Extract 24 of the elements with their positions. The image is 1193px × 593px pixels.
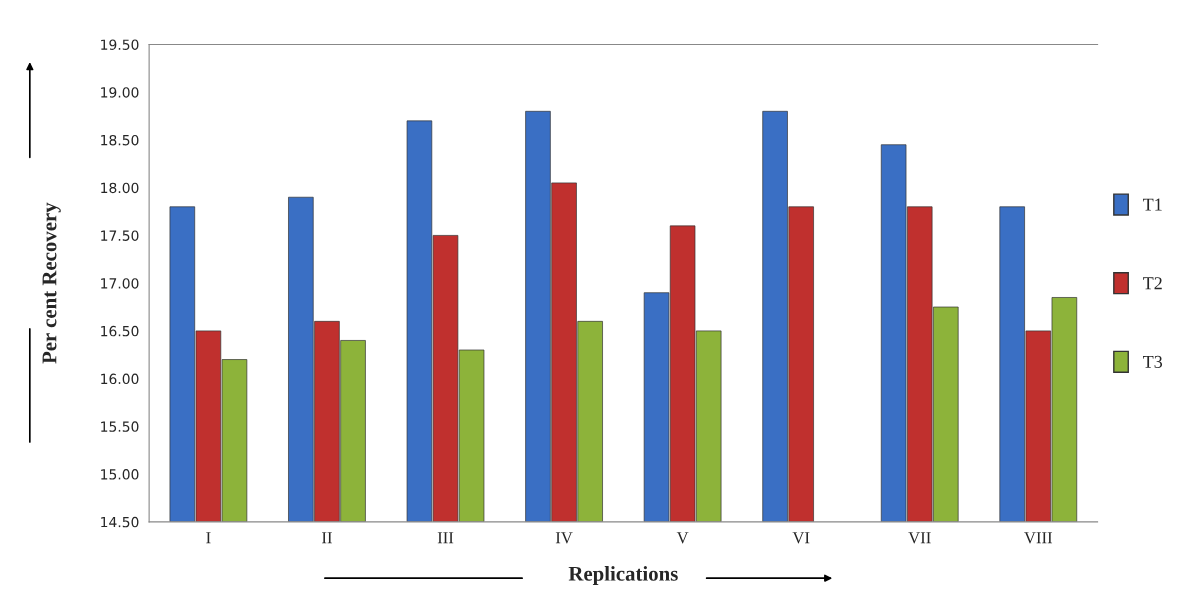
y-tick-label: 15.50 — [101, 421, 139, 432]
x-tick-label: IV — [555, 532, 573, 544]
y-tick-label: 14.50 — [101, 516, 139, 528]
x-tick-label: III — [437, 532, 454, 544]
x-tick-label: V — [676, 532, 689, 544]
y-tick-label: 19.00 — [101, 87, 139, 98]
y-tick-label: 17.00 — [101, 278, 139, 289]
x-tick-label: VI — [792, 532, 810, 544]
y-tick-label: 16.00 — [101, 373, 139, 385]
y-tick-label: 15.00 — [101, 469, 139, 480]
y-tick-label: 16.50 — [101, 325, 139, 337]
x-tick-label: I — [206, 532, 211, 544]
legend-label: T3 — [1143, 355, 1163, 368]
y-tick-label: 18.00 — [101, 182, 139, 194]
y-tick-label: 19.50 — [101, 39, 139, 50]
x-tick-label: II — [322, 532, 332, 544]
y-tick-label: 18.50 — [101, 134, 139, 146]
y-axis-title: Per cent Recovery — [42, 202, 61, 364]
x-axis-title: Replications — [568, 566, 678, 586]
legend-label: T2 — [1143, 277, 1162, 290]
x-tick-label: VII — [908, 532, 931, 544]
legend-label: T1 — [1143, 198, 1162, 211]
y-tick-label: 17.50 — [101, 230, 139, 241]
x-tick-label: VIII — [1024, 532, 1053, 544]
